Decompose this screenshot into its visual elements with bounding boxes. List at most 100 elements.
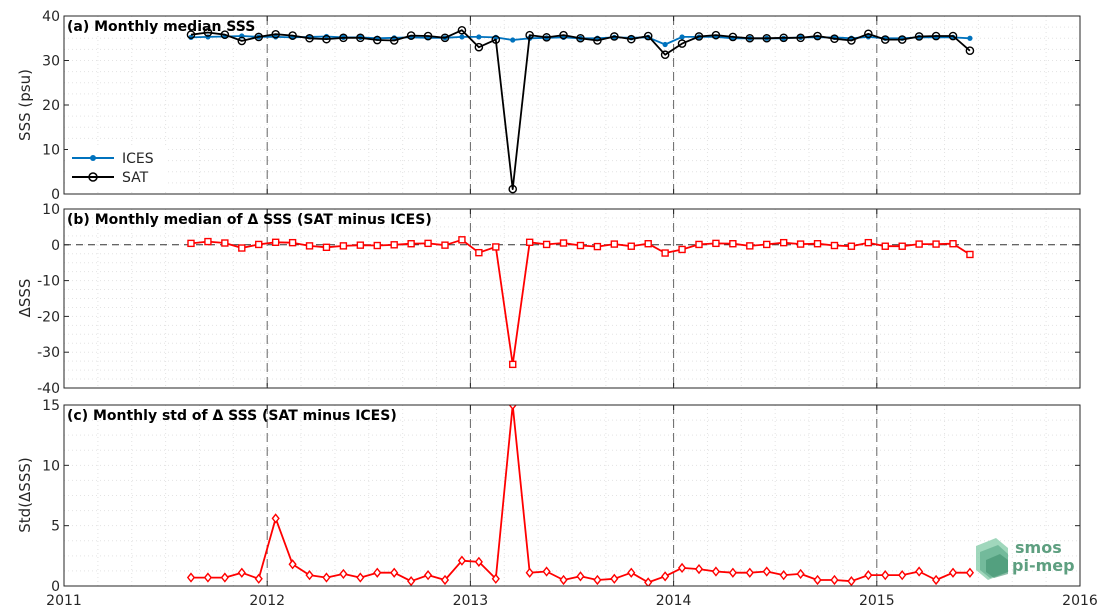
data-point-ices-2015-06 — [967, 35, 973, 41]
data-point-series-0-2012-05 — [339, 568, 348, 580]
data-point-series-0-2011-09 — [203, 572, 213, 583]
legend-sat-marker — [88, 172, 98, 182]
ytick-label: 30 — [42, 54, 60, 70]
data-point-sat-2012-01 — [271, 29, 280, 39]
legend-sat-label: SAT — [122, 170, 149, 186]
data-point-sat-2013-09 — [610, 32, 619, 41]
xtick-label: 2014 — [656, 593, 692, 609]
panel-a-title: (a) Monthly median SSS — [67, 19, 255, 35]
panel-b-ylabel: ΔSSS — [16, 279, 34, 318]
data-point-series-0-2012-04 — [322, 243, 331, 252]
data-point-sat-2012-07 — [372, 35, 382, 45]
data-point-series-0-2014-11 — [847, 576, 856, 586]
xtick-label: 2011 — [46, 593, 82, 609]
data-point-series-0-2014-07 — [779, 570, 788, 581]
data-point-sat-2015-04 — [931, 31, 941, 41]
data-point-sat-2012-02 — [288, 31, 297, 40]
data-point-series-0-2011-08 — [186, 572, 196, 583]
data-point-sat-2014-05 — [745, 33, 755, 43]
ytick-label: 10 — [42, 458, 60, 474]
panel-b-grid — [63, 208, 1081, 389]
data-point-series-0-2011-12 — [254, 573, 263, 584]
data-point-sat-2014-01 — [677, 39, 687, 48]
data-point-sat-2015-02 — [897, 35, 907, 44]
data-point-sat-2013-08 — [593, 36, 602, 45]
data-point-sat-2014-11 — [847, 36, 856, 45]
panel-c-title: (c) Monthly std of Δ SSS (SAT minus ICES… — [67, 408, 397, 424]
ytick-label: 40 — [42, 9, 60, 25]
data-point-sat-2014-12 — [864, 29, 873, 39]
legend-box — [68, 147, 168, 189]
data-point-sat-2014-09 — [813, 31, 822, 41]
data-point-sat-2015-03 — [914, 32, 924, 41]
data-point-series-0-2013-12 — [661, 571, 670, 582]
ytick-label: 10 — [42, 143, 60, 159]
data-point-series-0-2014-05 — [745, 567, 754, 578]
panel-b-frame — [63, 208, 1081, 389]
data-point-series-0-2015-04 — [931, 574, 941, 586]
xtick-label: 2013 — [453, 593, 489, 609]
panel-a-series — [186, 25, 975, 194]
data-point-series-0-2012-01 — [271, 513, 280, 524]
ytick-label: 20 — [42, 98, 60, 114]
xtick-label: 2016 — [1062, 593, 1098, 609]
data-point-series-0-2012-12 — [457, 555, 467, 566]
legend-ices-label: ICES — [122, 151, 154, 167]
data-point-sat-2013-10 — [626, 34, 636, 44]
data-point-sat-2014-03 — [711, 30, 721, 40]
ytick-label: -20 — [37, 309, 60, 325]
data-point-series-0-2011-08 — [187, 239, 195, 248]
data-point-series-0-2012-10 — [424, 239, 432, 248]
ytick-label: 0 — [51, 579, 60, 595]
data-point-series-0-2013-02 — [491, 573, 500, 584]
ytick-label: 5 — [51, 519, 60, 535]
data-point-series-0-2013-12 — [661, 249, 669, 257]
data-point-series-0-2011-12 — [255, 240, 263, 249]
panel-b-series — [187, 236, 974, 369]
data-point-series-0-2013-01 — [475, 248, 483, 257]
xtick-label: 2012 — [249, 593, 285, 609]
data-point-series-0-2014-08 — [796, 568, 805, 580]
data-point-series-0-2013-09 — [610, 240, 619, 248]
legend-item-sat: SAT — [72, 170, 149, 186]
data-point-series-0-2014-02 — [694, 563, 704, 575]
data-point-series-0-2012-09 — [407, 240, 415, 248]
data-point-sat-2013-11 — [643, 31, 653, 41]
panel-b-yticks: -40 -30 -20 -10 0 10 — [37, 202, 1080, 397]
data-point-sat-2013-01 — [474, 42, 484, 52]
data-point-series-0-2011-10 — [220, 572, 229, 583]
data-point-series-0-2013-10 — [627, 567, 636, 578]
data-point-sat-2014-02 — [694, 32, 704, 41]
data-point-series-0-2013-09 — [610, 573, 619, 584]
data-point-series-0-2015-05 — [948, 567, 958, 578]
data-point-series-0-2013-04 — [525, 567, 534, 578]
data-point-series-0-2014-04 — [728, 567, 737, 578]
data-point-series-0-2015-01 — [881, 570, 890, 581]
ytick-label: -30 — [37, 345, 60, 361]
data-point-series-0-2013-03 — [508, 405, 517, 411]
data-point-series-0-2012-07 — [373, 567, 382, 578]
data-point-sat-2013-05 — [542, 33, 551, 42]
data-point-series-0-2014-07 — [779, 238, 788, 247]
data-point-series-0-2013-07 — [576, 241, 585, 250]
data-point-sat-2012-12 — [457, 25, 467, 35]
data-point-series-0-2012-10 — [423, 570, 433, 581]
ytick-label: 0 — [51, 187, 60, 203]
data-point-series-0-2012-07 — [373, 241, 381, 250]
panel-a-ylabel: SSS (psu) — [16, 69, 34, 141]
ytick-label: -10 — [37, 274, 60, 290]
panel-c-frame — [63, 404, 1081, 587]
data-point-series-0-2013-05 — [542, 566, 551, 577]
data-point-sat-2012-03 — [305, 33, 314, 43]
data-point-sat-2012-08 — [389, 36, 399, 45]
data-point-series-0-2013-06 — [559, 574, 568, 586]
data-point-series-0-2012-12 — [458, 236, 466, 244]
panel-b-year-lines — [266, 209, 878, 388]
data-point-series-0-2012-06 — [356, 241, 365, 249]
data-point-series-0-2014-12 — [864, 238, 873, 247]
data-point-series-0-2013-04 — [525, 238, 534, 246]
data-point-series-0-2013-01 — [474, 556, 483, 567]
data-point-ices-2013-03 — [510, 37, 516, 43]
data-point-sat-2011-08 — [186, 30, 196, 39]
